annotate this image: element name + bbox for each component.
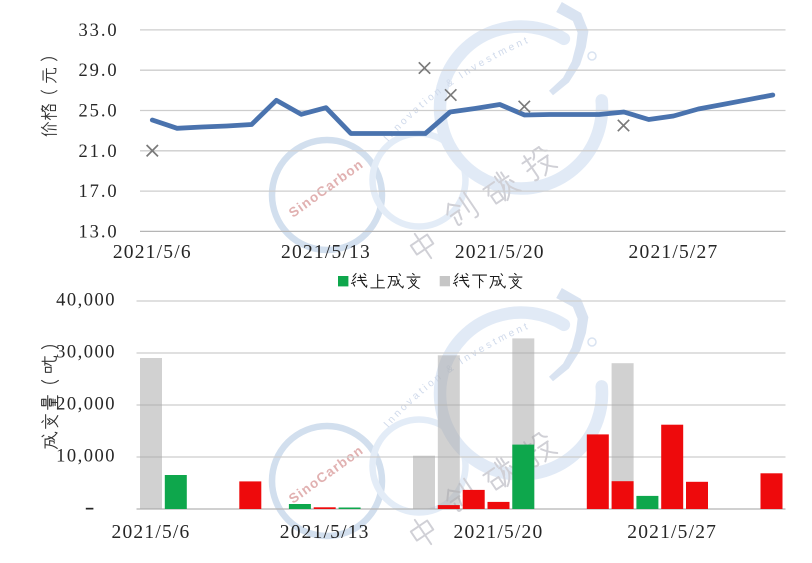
svg-text:2021/5/27: 2021/5/27 xyxy=(629,242,719,263)
svg-text:2021/5/20: 2021/5/20 xyxy=(455,242,545,263)
svg-text:30,000: 30,000 xyxy=(56,343,116,363)
svg-text:33.0: 33.0 xyxy=(79,21,119,41)
svg-text:17.0: 17.0 xyxy=(79,182,119,202)
svg-text:10,000: 10,000 xyxy=(56,447,116,467)
svg-text:2021/5/6: 2021/5/6 xyxy=(113,242,192,263)
svg-text:2021/5/27: 2021/5/27 xyxy=(627,522,717,543)
svg-text:2021/5/6: 2021/5/6 xyxy=(112,522,191,543)
svg-text:2021/5/13: 2021/5/13 xyxy=(281,242,371,263)
svg-text:13.0: 13.0 xyxy=(79,222,119,242)
svg-text:2021/5/13: 2021/5/13 xyxy=(280,522,370,543)
svg-text:40,000: 40,000 xyxy=(56,291,116,311)
svg-text:29.0: 29.0 xyxy=(79,61,119,81)
svg-text:2021/5/20: 2021/5/20 xyxy=(454,522,544,543)
svg-text:20,000: 20,000 xyxy=(56,395,116,415)
svg-text:25.0: 25.0 xyxy=(79,102,119,122)
svg-text:21.0: 21.0 xyxy=(79,142,119,162)
